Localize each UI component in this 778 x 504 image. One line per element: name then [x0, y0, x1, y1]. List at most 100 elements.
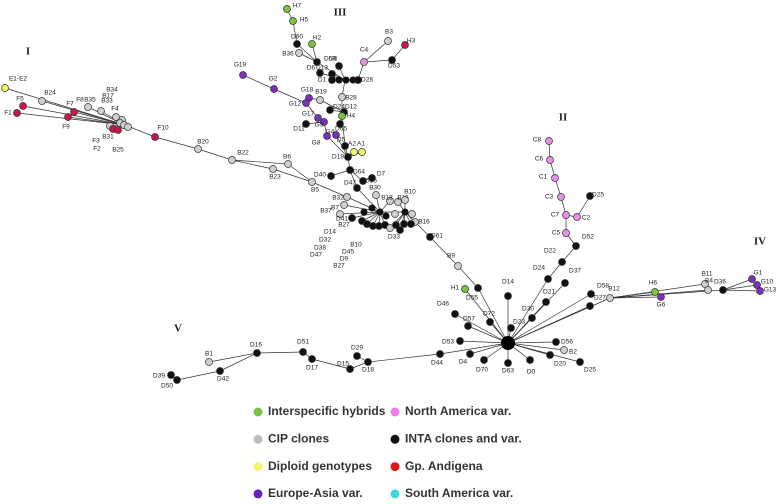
- node: [401, 41, 409, 49]
- node-label: C4: [360, 47, 369, 54]
- node-label: H2: [313, 35, 322, 42]
- node-label: D64: [353, 169, 365, 176]
- node: [359, 177, 367, 185]
- node-label: G19: [234, 62, 247, 69]
- node: [358, 148, 366, 156]
- node-label: D33: [388, 234, 400, 241]
- node-label: D16: [250, 342, 262, 349]
- edge: [256, 351, 304, 354]
- node-label: D72: [483, 311, 495, 318]
- node-label: D23: [513, 319, 525, 326]
- edge: [4, 87, 126, 126]
- node: [586, 192, 594, 200]
- edge: [457, 265, 479, 289]
- node: [558, 258, 566, 266]
- node-label: B16: [418, 219, 430, 226]
- node: [253, 349, 261, 357]
- node: [396, 226, 404, 234]
- node-label: F10: [157, 125, 169, 132]
- node-label: B36: [282, 51, 294, 58]
- node: [542, 298, 550, 306]
- node: [544, 275, 552, 283]
- edge: [287, 163, 313, 183]
- node: [124, 123, 132, 131]
- node: [299, 348, 307, 356]
- node-label: D9: [340, 256, 349, 263]
- node-label: D50: [161, 383, 173, 390]
- node: [338, 93, 346, 101]
- node-label: F9: [62, 124, 70, 131]
- node-label: G5: [315, 122, 324, 129]
- node-label: H4: [347, 113, 356, 120]
- node: [426, 233, 434, 241]
- hub-node: [501, 336, 515, 350]
- node: [719, 286, 727, 294]
- node: [456, 337, 464, 345]
- node: [364, 358, 372, 366]
- node: [173, 376, 181, 384]
- node-label: C6: [535, 156, 544, 163]
- node: [346, 365, 354, 373]
- node: [384, 37, 392, 45]
- node-label: G2: [269, 76, 278, 83]
- node: [587, 290, 595, 298]
- node-label: E1-E2: [9, 76, 27, 83]
- node-label: D21: [543, 289, 555, 296]
- edge: [609, 296, 662, 299]
- node-label: D24: [533, 265, 545, 272]
- node: [13, 109, 21, 117]
- node: [112, 113, 120, 121]
- legend-label: Europe-Asia var.: [268, 486, 363, 500]
- node-label: F1: [4, 110, 12, 117]
- node-label: D57: [463, 316, 475, 323]
- edge: [477, 287, 509, 344]
- legend-label: Interspecific hybrids: [268, 404, 386, 418]
- node: [701, 280, 709, 288]
- node: [340, 201, 348, 209]
- node: [346, 166, 354, 174]
- node: [293, 40, 301, 48]
- node-label: D39: [153, 373, 165, 380]
- node-label: D25: [584, 367, 596, 374]
- node-label: D70: [476, 367, 488, 374]
- legend-label: INTA clones and var.: [405, 431, 522, 445]
- node-label: B23: [269, 174, 281, 181]
- cluster-label: IV: [754, 236, 766, 248]
- node: [507, 324, 515, 332]
- node-label: B4: [705, 278, 713, 285]
- node: [313, 58, 321, 66]
- node: [269, 165, 277, 173]
- node-label: D17: [306, 365, 318, 372]
- node-label: G8: [312, 140, 321, 147]
- node-label: D25: [592, 192, 604, 199]
- edge: [231, 159, 274, 170]
- edge: [231, 159, 289, 165]
- node-label: B7: [331, 205, 339, 212]
- node-label: B34: [106, 87, 118, 94]
- node-label: H5: [300, 17, 309, 24]
- node: [341, 142, 349, 150]
- node: [504, 359, 512, 367]
- node: [386, 197, 394, 205]
- cluster-label: II: [559, 112, 568, 124]
- node-label: D29: [351, 345, 363, 352]
- node: [391, 210, 399, 218]
- node-label: B19: [315, 89, 327, 96]
- node: [70, 108, 78, 116]
- node-label: C5: [552, 230, 561, 237]
- minor-nodes: [335, 76, 515, 350]
- node-label: D6: [307, 65, 316, 72]
- node: [748, 275, 756, 283]
- node: [216, 367, 224, 375]
- node: [338, 112, 346, 120]
- node: [382, 212, 390, 220]
- edge: [356, 187, 381, 213]
- edge: [363, 59, 393, 63]
- cluster-label: III: [334, 7, 347, 19]
- node-label: D12: [345, 104, 357, 111]
- node-label: A1: [357, 141, 365, 148]
- node: [401, 196, 409, 204]
- node-label: H3: [407, 38, 416, 45]
- node: [344, 153, 352, 161]
